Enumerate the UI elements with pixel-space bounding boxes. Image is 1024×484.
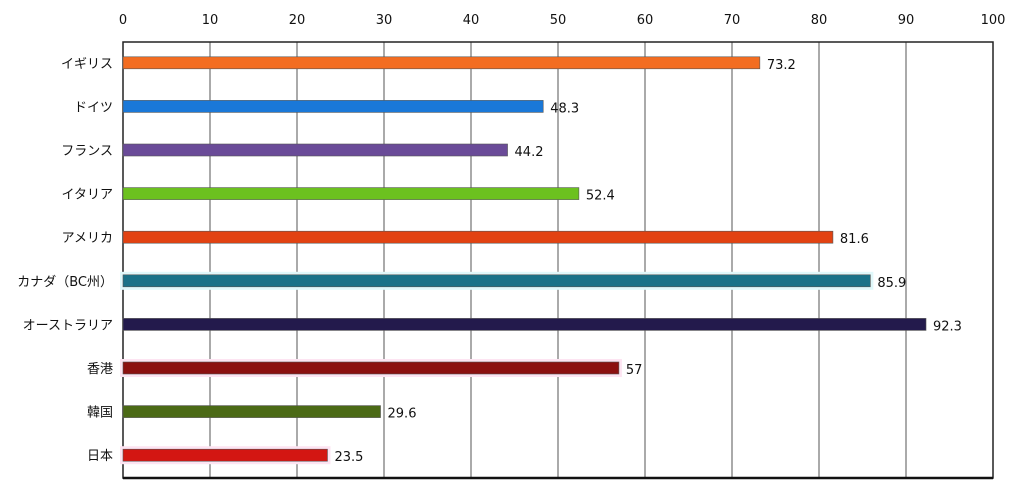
data-label: 57 — [626, 363, 643, 378]
x-tick-label: 60 — [637, 13, 654, 28]
x-tick-label: 0 — [119, 13, 127, 28]
category-label: 韓国 — [87, 406, 113, 421]
data-label: 44.2 — [515, 145, 544, 160]
x-tick-label: 90 — [898, 13, 915, 28]
bar — [122, 405, 381, 418]
bar — [122, 448, 328, 462]
category-label: カナダ（BC州） — [17, 275, 113, 290]
bar — [122, 56, 761, 70]
category-label: イギリス — [61, 57, 113, 72]
category-label: フランス — [61, 144, 113, 159]
category-label: 香港 — [87, 362, 113, 377]
data-label: 81.6 — [840, 232, 869, 247]
bar — [122, 230, 834, 244]
x-tick-label: 20 — [289, 13, 306, 28]
bar — [122, 361, 620, 375]
x-tick-label: 70 — [724, 13, 741, 28]
bar — [122, 143, 508, 157]
data-label: 23.5 — [334, 450, 363, 465]
category-label: オーストラリア — [23, 318, 113, 333]
data-label: 29.6 — [388, 407, 417, 422]
bar — [122, 318, 927, 331]
x-tick-label: 50 — [550, 13, 567, 28]
bar — [122, 187, 580, 200]
data-label: 52.4 — [586, 189, 615, 204]
category-label: ドイツ — [74, 100, 113, 115]
data-label: 92.3 — [933, 319, 962, 334]
data-label: 85.9 — [877, 276, 906, 291]
x-tick-label: 30 — [376, 13, 393, 28]
data-label: 48.3 — [550, 101, 579, 116]
bar — [122, 100, 544, 113]
category-label: 日本 — [87, 449, 113, 464]
x-tick-label: 40 — [463, 13, 480, 28]
x-tick-label: 10 — [202, 13, 219, 28]
x-tick-label: 80 — [811, 13, 828, 28]
data-label: 73.2 — [767, 58, 796, 73]
x-tick-label: 100 — [981, 13, 1006, 28]
bar — [122, 274, 871, 288]
category-label: アメリカ — [62, 231, 113, 246]
category-label: イタリア — [62, 188, 113, 203]
